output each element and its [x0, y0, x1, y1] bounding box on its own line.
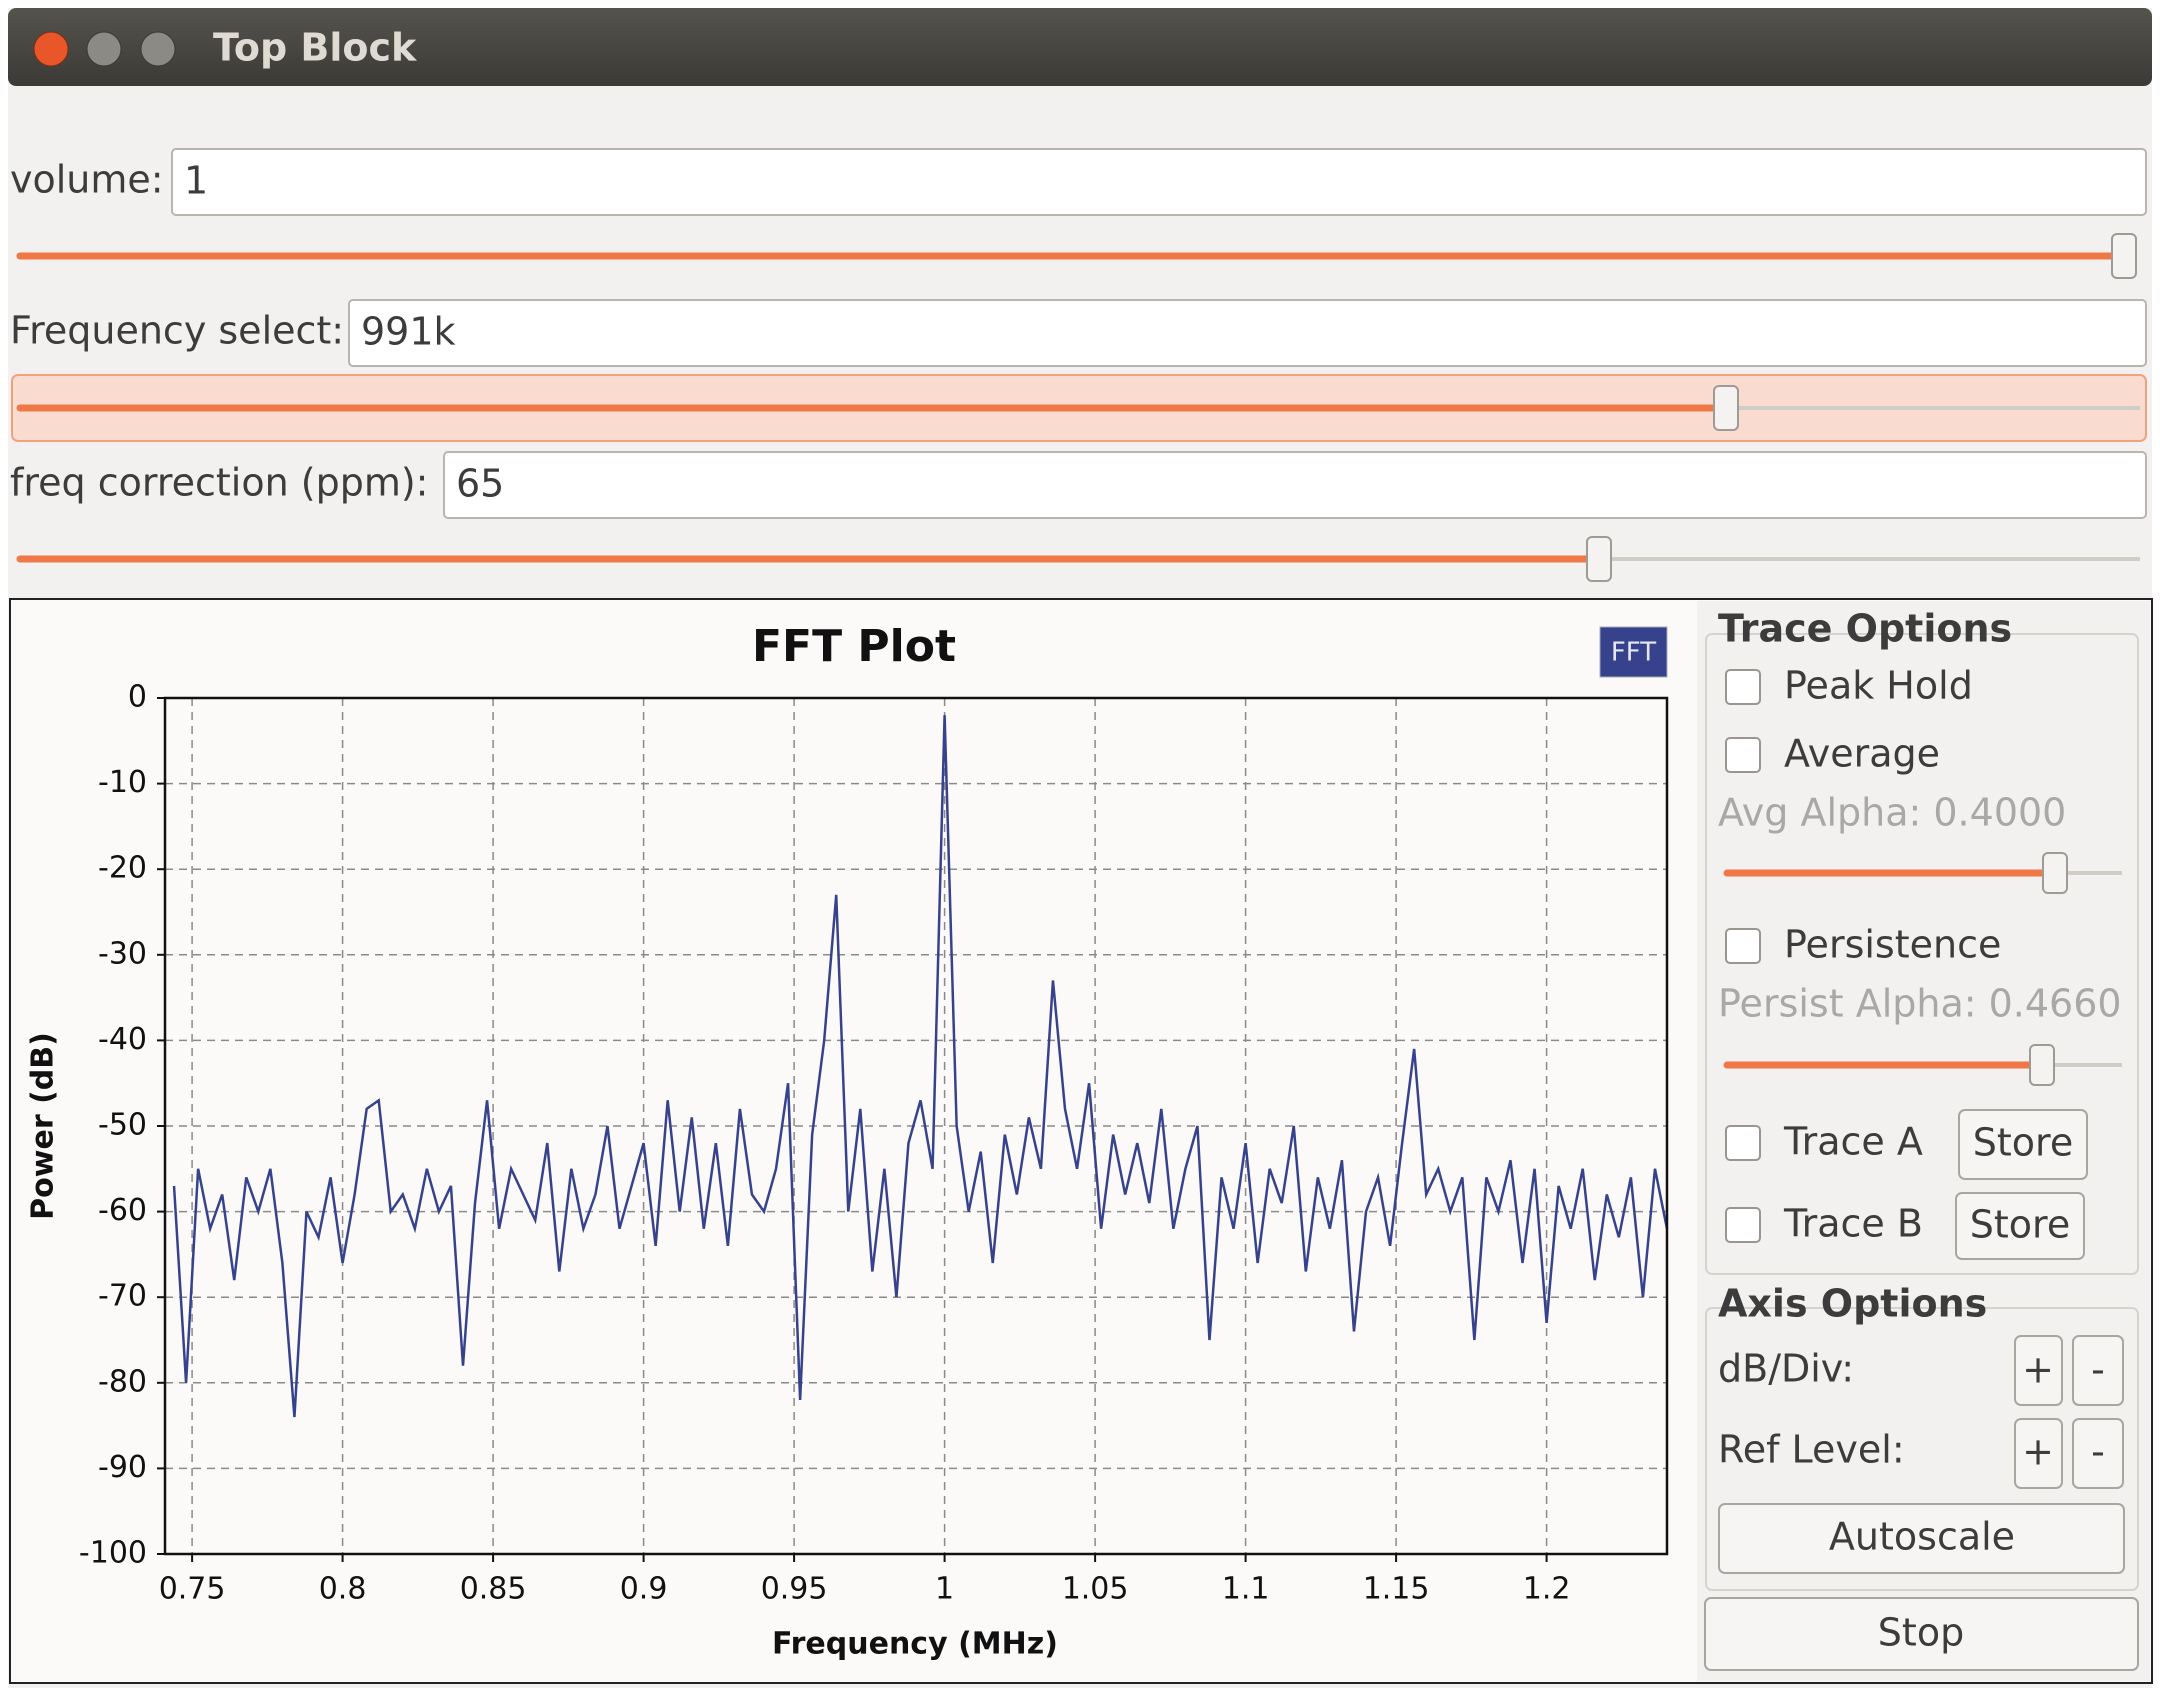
x-tick-label: 1.15: [1363, 1572, 1430, 1607]
checkbox-label[interactable]: Persistence: [1784, 923, 2001, 967]
button-label[interactable]: +: [2022, 1348, 2054, 1392]
control-label: volume:: [10, 158, 164, 202]
plot-border: [163, 696, 1669, 1556]
group-box: [1705, 1307, 2139, 1591]
checkbox[interactable]: [1725, 737, 1761, 773]
button-label[interactable]: -: [2091, 1430, 2105, 1474]
control-value[interactable]: 991k: [361, 310, 456, 354]
stop-button[interactable]: [1704, 1597, 2139, 1671]
x-tick-label: 0.8: [319, 1572, 367, 1607]
y-tick-label: -50: [98, 1108, 147, 1143]
button-label[interactable]: Stop: [1878, 1611, 1964, 1655]
checkbox[interactable]: [1725, 928, 1761, 964]
slider-thumb[interactable]: [2042, 852, 2068, 894]
autoscale-button[interactable]: [1718, 1503, 2125, 1574]
slider-thumb[interactable]: [1586, 536, 1612, 582]
legend-label: FFT: [1611, 638, 1656, 668]
y-tick-label: -60: [98, 1193, 147, 1228]
x-tick-label: 0.95: [761, 1572, 828, 1607]
x-tick-label: 0.85: [460, 1572, 527, 1607]
chart-title: FFT Plot: [752, 621, 956, 672]
group-title: Axis Options: [1718, 1282, 1987, 1326]
store-button[interactable]: [1955, 1192, 2085, 1260]
checkbox[interactable]: [1725, 1125, 1761, 1161]
group-title: Trace Options: [1718, 607, 2012, 651]
button-label[interactable]: Store: [1970, 1203, 2070, 1247]
fft-chart: FFT Plot Frequency (MHz) Power (dB) 0 -10…: [26, 621, 1669, 1662]
slider-thumb[interactable]: [2111, 233, 2137, 279]
y-tick-label: -70: [98, 1279, 147, 1314]
minus-button[interactable]: [2072, 1335, 2124, 1406]
store-button[interactable]: [1958, 1109, 2088, 1180]
legend-swatch: [1599, 626, 1668, 678]
text-field[interactable]: [171, 148, 2147, 216]
row-label: Ref Level:: [1718, 1428, 1905, 1472]
checkbox-label[interactable]: Trace B: [1783, 1202, 1923, 1246]
slider-label: Avg Alpha: 0.4000: [1718, 791, 2066, 835]
text-field[interactable]: [348, 299, 2147, 367]
title-bar: [8, 8, 2152, 86]
x-tick-label: 1: [935, 1572, 954, 1607]
y-tick-label: -40: [98, 1022, 147, 1057]
y-axis-label: Power (dB): [26, 1032, 61, 1220]
window-title: Top Block: [213, 26, 417, 70]
slider-label: Persist Alpha: 0.4660: [1718, 982, 2122, 1026]
button-label[interactable]: +: [2022, 1430, 2054, 1474]
button-label[interactable]: Autoscale: [1829, 1515, 2015, 1559]
group-box: [1705, 633, 2139, 1275]
y-tick-label: -90: [98, 1450, 147, 1485]
x-tick-label: 0.75: [159, 1572, 226, 1607]
trace-line: [172, 715, 1669, 1418]
checkbox-label[interactable]: Trace A: [1783, 1120, 1923, 1164]
minimize-button[interactable]: [86, 31, 122, 67]
button-label[interactable]: Store: [1973, 1121, 2073, 1165]
row-label: dB/Div:: [1718, 1347, 1854, 1391]
y-tick-label: -80: [98, 1364, 147, 1399]
checkbox[interactable]: [1725, 1207, 1761, 1243]
checkbox-label[interactable]: Peak Hold: [1784, 664, 1973, 708]
plus-button[interactable]: [2014, 1418, 2063, 1489]
y-tick-label: -100: [79, 1536, 147, 1571]
x-axis-label: Frequency (MHz): [772, 1627, 1058, 1662]
checkbox[interactable]: [1725, 669, 1761, 705]
x-tick-label: 0.9: [620, 1572, 668, 1607]
plus-button[interactable]: [2014, 1335, 2063, 1406]
x-tick-label: 1.05: [1062, 1572, 1129, 1607]
checkbox-label[interactable]: Average: [1784, 732, 1940, 776]
text-field[interactable]: [443, 451, 2147, 519]
y-tick-label: -20: [98, 851, 147, 886]
y-tick-label: -10: [98, 765, 147, 800]
control-label: freq correction (ppm):: [10, 461, 428, 505]
slider-thumb[interactable]: [1713, 385, 1739, 431]
close-button[interactable]: [33, 31, 69, 67]
minus-button[interactable]: [2072, 1418, 2124, 1489]
control-value[interactable]: 65: [456, 462, 504, 506]
slider-thumb[interactable]: [2029, 1044, 2055, 1086]
maximize-button[interactable]: [140, 31, 176, 67]
y-tick-label: 0: [128, 680, 147, 715]
button-label[interactable]: -: [2091, 1348, 2105, 1392]
control-value[interactable]: 1: [184, 159, 208, 203]
y-tick-label: -30: [98, 936, 147, 971]
x-tick-label: 1.2: [1523, 1572, 1571, 1607]
control-label: Frequency select:: [10, 309, 344, 353]
x-tick-label: 1.1: [1222, 1572, 1270, 1607]
